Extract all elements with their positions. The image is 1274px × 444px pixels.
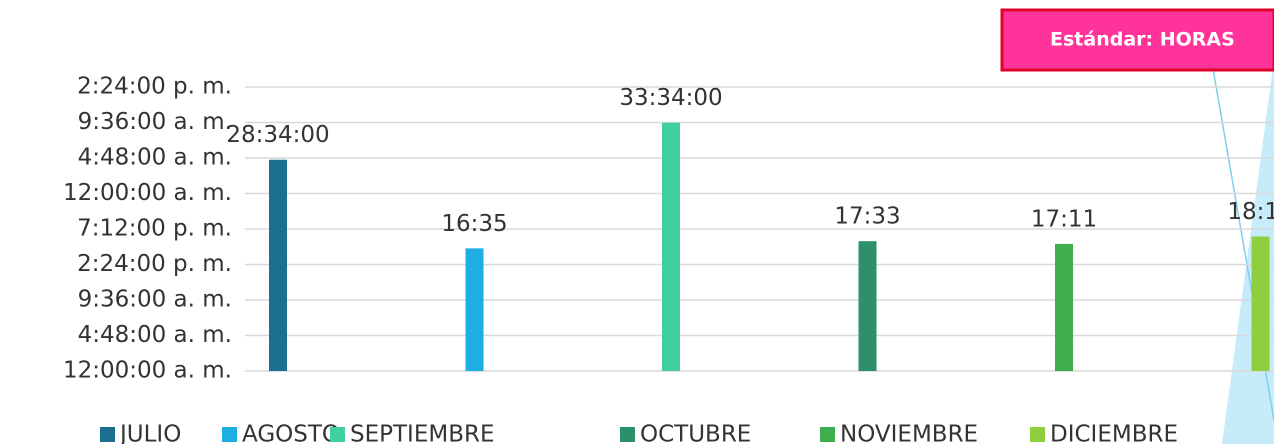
y-tick-label: 12:00:00 a. m. [63, 358, 232, 384]
badge: Estándar: HORAS [1050, 29, 1235, 51]
y-tick-label: 4:48:00 a. m. [78, 322, 232, 348]
legend-label: AGOSTO [242, 422, 340, 444]
legend-swatch [222, 427, 237, 442]
legend-label: SEPTIEMBRE [350, 422, 495, 444]
data-label: 17:11 [1031, 206, 1097, 232]
legend-label: DICIEMBRE [1050, 422, 1178, 444]
bar [858, 241, 877, 371]
legend-label: OCTUBRE [640, 422, 751, 444]
y-tick-label: 4:48:00 a. m. [78, 145, 232, 171]
bar [269, 159, 287, 371]
data-label: 16:35 [441, 211, 507, 237]
y-tick-label: 7:12:00 p. m. [77, 216, 232, 242]
legend-swatch [330, 427, 345, 442]
legend-swatch [100, 427, 115, 442]
y-tick-label: 2:24:00 p. m. [77, 74, 232, 100]
badge-box [1000, 8, 1274, 72]
bar [465, 248, 484, 371]
legend-label: NOVIEMBRE [840, 422, 978, 444]
legend-swatch [1030, 427, 1045, 442]
legend-label: JULIO [118, 422, 181, 444]
y-tick-label: 9:36:00 a. m. [78, 287, 232, 313]
bar [1055, 243, 1073, 371]
y-tick-label: 2:24:00 p. m. [77, 251, 232, 277]
legend-swatch [820, 427, 835, 442]
bar [662, 122, 680, 372]
data-label: 17:33 [834, 204, 900, 230]
y-tick-label: 9:36:00 a. m. [78, 109, 232, 135]
y-tick-label: 12:00:00 a. m. [63, 180, 232, 206]
data-label: 18:11 [1227, 199, 1274, 225]
data-label: 33:34:00 [619, 85, 722, 111]
bar [1251, 236, 1270, 371]
data-label: 28:34:00 [226, 122, 329, 148]
legend-swatch [620, 427, 635, 442]
